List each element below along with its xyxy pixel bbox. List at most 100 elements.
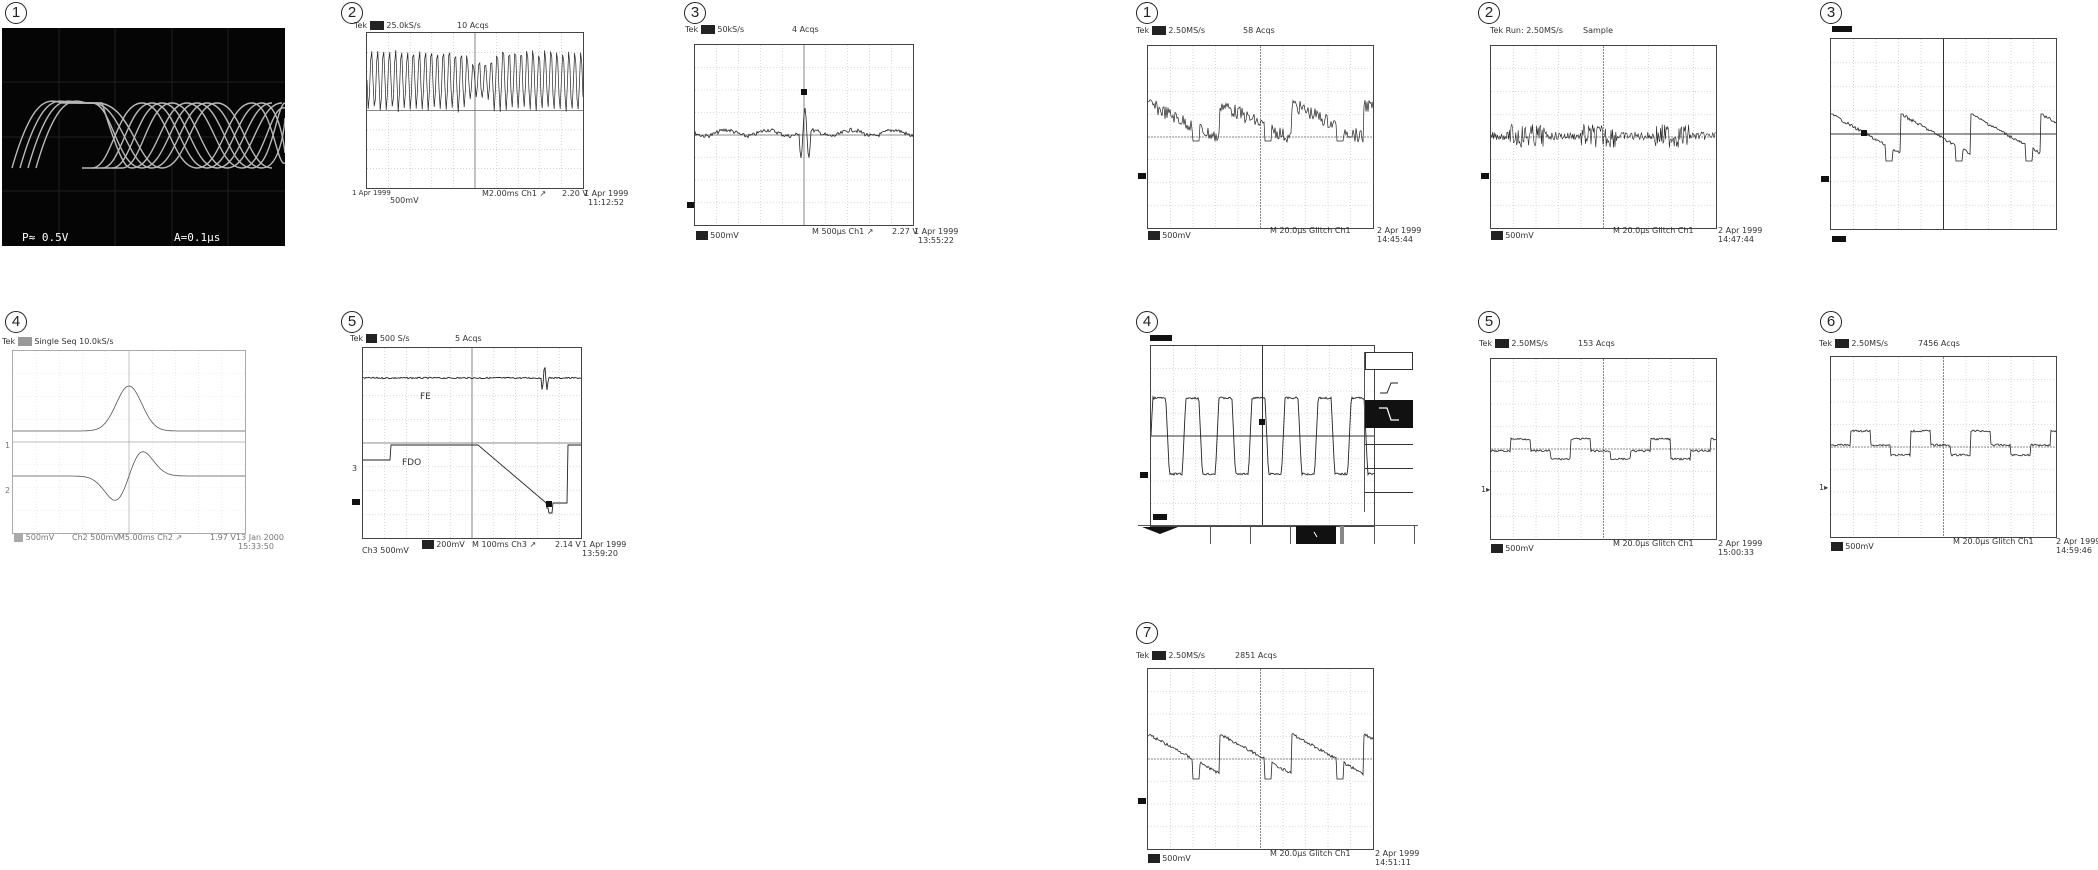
waveform-plot	[1831, 39, 2056, 229]
acqs-count: 7456 Acqs	[1918, 339, 1960, 348]
timebase: M 20.0µs Glitch Ch1	[1270, 849, 1351, 858]
label-fdo: FDO	[402, 458, 422, 468]
stop-badge	[17, 337, 32, 346]
scope-panel-right-1: Tek 2.50MS/s 58 Acqs 500mV M 20.0µs Glit…	[1135, 26, 1422, 247]
channel-scale: 500mV	[1148, 231, 1191, 241]
scope-panel-right-2: Tek Run: 2.50MS/s Sample 500mV M 20.0µs …	[1478, 26, 1763, 247]
figure-number-left-5: 5	[341, 311, 363, 333]
waveform-plot	[1151, 346, 1374, 526]
figure-number-right-2: 2	[1478, 2, 1500, 24]
waveform-plot	[695, 45, 913, 225]
date: 2 Apr 1999	[2056, 537, 2098, 546]
header-text: Tek 2.50MS/s	[1136, 651, 1206, 660]
menu-divider	[1365, 492, 1413, 493]
channel-1-marker: 1	[5, 441, 11, 450]
time: 13:55:22	[918, 236, 954, 245]
figure-number-right-6: 6	[1820, 311, 1842, 333]
time: 14:59:46	[2056, 546, 2092, 555]
scope-screen	[1830, 38, 2057, 230]
trigger-level: 1.97 V	[210, 533, 236, 542]
scope-panel-left-1: P≈ 0.5V A=0.1µs	[2, 28, 285, 246]
readout-badge	[1832, 236, 1846, 242]
header-text: Tek 2.50MS/s	[1819, 339, 1889, 348]
date: 2 Apr 1999	[1377, 226, 1422, 235]
bottom-menu-divider	[1290, 526, 1291, 544]
stop-badge	[700, 25, 715, 34]
scope-panel-right-4	[1138, 335, 1420, 545]
bottom-menu	[1138, 525, 1418, 544]
bottom-menu-shade	[1340, 526, 1344, 544]
channel-scale: 500mV	[390, 196, 419, 205]
bottom-menu-selected[interactable]	[1296, 526, 1336, 544]
figure-number-right-3: 3	[1820, 2, 1842, 24]
bottom-menu-arrow[interactable]	[1142, 527, 1178, 534]
acqs-count: 2851 Acqs	[1235, 651, 1277, 660]
bottom-menu-divider	[1250, 526, 1251, 544]
stop-badge	[1834, 339, 1849, 348]
figure-number-right-1: 1	[1136, 2, 1158, 24]
acqs-count: 58 Acqs	[1243, 26, 1275, 35]
scope-screen	[1150, 345, 1375, 527]
scope-panel-right-5: Tek 2.50MS/s 153 Acqs 1▸ 500mV M 20.0µs …	[1478, 339, 1763, 560]
stop-badge	[1151, 651, 1166, 660]
waveform-plot	[367, 33, 583, 188]
time: 15:00:33	[1718, 548, 1754, 557]
menu-box-empty[interactable]	[1365, 352, 1413, 370]
waveform-plot	[1148, 669, 1373, 849]
channel-1-scale: 500mV	[14, 533, 54, 543]
trigger-level: 2.27 V	[892, 227, 918, 236]
timebase: M 20.0µs Glitch Ch1	[1613, 226, 1694, 235]
acqs-count: 10 Acqs	[457, 21, 489, 30]
stop-badge	[1494, 339, 1509, 348]
falling-edge-icon[interactable]	[1365, 400, 1413, 428]
scope-panel-left-4: Tek Single Seq 10.0kS/s 1 2 500mV Ch2 50…	[2, 337, 284, 551]
scope-screen	[1147, 668, 1374, 850]
ground-marker	[1481, 173, 1489, 179]
time: 14:51:11	[1375, 858, 1411, 867]
timebase: M5.00ms Ch2 ↗	[118, 533, 183, 542]
readout-voltage: P≈ 0.5V	[22, 231, 69, 244]
date: 2 Apr 1999	[1718, 539, 1763, 548]
label-fe: FE	[420, 392, 431, 402]
stop-badge	[369, 21, 384, 30]
channel-3-marker: 3	[352, 464, 358, 473]
acqs-count: 4 Acqs	[792, 25, 819, 34]
rising-edge-icon[interactable]	[1379, 382, 1399, 394]
channel-scale: 500mV	[1831, 542, 1874, 552]
timebase: M 20.0µs Glitch Ch1	[1270, 226, 1351, 235]
date: 2 Apr 1999	[1375, 849, 1420, 858]
channel-marker: 1▸	[1819, 483, 1829, 492]
time: 15:33:50	[238, 542, 274, 551]
date: 1 Apr 1999	[914, 227, 959, 236]
scope-screen	[1490, 45, 1717, 229]
scope-panel-right-6: Tek 2.50MS/s 7456 Acqs 1▸ 500mV M 20.0µs…	[1818, 339, 2098, 560]
scope-screen	[362, 347, 582, 539]
timebase: M 20.0µs Glitch Ch1	[1953, 537, 2034, 546]
waveform-plot	[363, 348, 581, 538]
waveform-plot	[1831, 357, 2056, 537]
header-text: Tek 500 S/s	[350, 334, 410, 343]
eye-pattern-plot	[2, 28, 285, 246]
scope-screen	[1490, 358, 1717, 540]
header-text: Tek Run: 2.50MS/s	[1490, 26, 1563, 35]
scope-screen	[1830, 356, 2057, 538]
figure-number-right-4: 4	[1136, 311, 1158, 333]
channel-3-scale: Ch3 500mV	[362, 546, 409, 555]
header-text: Tek 50kS/s	[685, 25, 745, 34]
menu-divider	[1365, 468, 1413, 469]
scope-panel-left-3: Tek 50kS/s 4 Acqs 500mV M 500µs Ch1 ↗ 2.…	[682, 25, 960, 248]
ground-marker	[1140, 472, 1148, 478]
waveform-plot	[1148, 46, 1373, 228]
channel-scale: 500mV	[1491, 231, 1534, 241]
channel-scale: 500mV	[1148, 854, 1191, 864]
time: 14:47:44	[1718, 235, 1754, 244]
ground-marker	[1138, 798, 1146, 804]
bottom-menu-divider	[1374, 526, 1375, 544]
ground-marker	[352, 499, 360, 505]
channel-2-marker: 2	[5, 486, 11, 495]
figure-number-right-7: 7	[1136, 622, 1158, 644]
header-text: Tek 2.50MS/s	[1479, 339, 1549, 348]
trigger-level: 2.20 V	[562, 189, 588, 198]
channel-scale: 500mV	[1491, 544, 1534, 554]
ground-marker	[1821, 176, 1829, 182]
